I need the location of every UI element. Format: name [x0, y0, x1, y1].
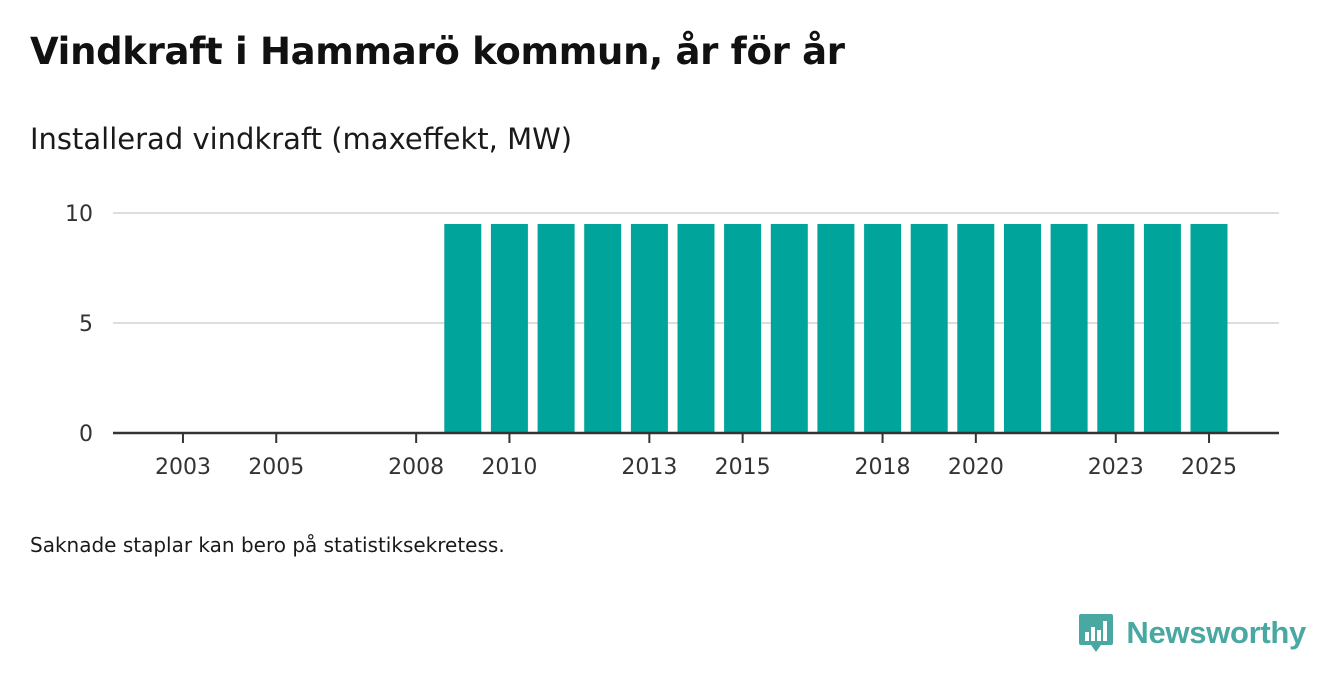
- brand-name: Newsworthy: [1126, 615, 1306, 650]
- y-axis-labels: 0 5 10: [65, 202, 93, 447]
- bar-2022[interactable]: [1050, 224, 1088, 433]
- bars: [444, 224, 1228, 433]
- brand-logo[interactable]: Newsworthy: [1078, 612, 1306, 654]
- x-tick-label: 2018: [855, 455, 911, 480]
- bar-2021[interactable]: [1004, 224, 1041, 433]
- x-tick-label: 2005: [248, 455, 304, 480]
- x-tick-label: 2025: [1181, 455, 1237, 480]
- x-tick-label: 2013: [621, 455, 677, 480]
- bar-2023[interactable]: [1097, 224, 1135, 433]
- x-tick-label: 2010: [481, 455, 537, 480]
- y-tick-label: 10: [65, 202, 93, 227]
- bar-2014[interactable]: [677, 224, 715, 433]
- bar-2020[interactable]: [957, 224, 995, 433]
- bar-2018[interactable]: [864, 224, 902, 433]
- bar-2017[interactable]: [817, 224, 855, 433]
- x-axis: [113, 431, 1279, 443]
- x-axis-labels: 2003 2005 2008 2010 2013 2015 2018 2020 2023 2025: [155, 455, 1237, 480]
- bar-2025[interactable]: [1190, 224, 1228, 433]
- x-tick-label: 2015: [715, 455, 771, 480]
- bar-2015[interactable]: [724, 224, 762, 433]
- bar-2010[interactable]: [490, 224, 528, 433]
- bar-2024[interactable]: [1143, 224, 1181, 433]
- x-tick-label: 2003: [155, 455, 211, 480]
- bar-2012[interactable]: [584, 224, 622, 433]
- bar-2009[interactable]: [444, 224, 482, 433]
- bar-2013[interactable]: [630, 224, 668, 433]
- bar-2016[interactable]: [770, 224, 808, 433]
- y-tick-label: 5: [79, 312, 93, 337]
- bar-2019[interactable]: [910, 224, 948, 433]
- footnote: Saknade staplar kan bero på statistiksek…: [30, 533, 505, 557]
- y-tick-label: 0: [79, 422, 93, 447]
- chart-subtitle: Installerad vindkraft (maxeffekt, MW): [30, 122, 573, 156]
- x-tick-label: 2023: [1088, 455, 1144, 480]
- bar-2011[interactable]: [537, 224, 575, 433]
- x-tick-label: 2008: [388, 455, 444, 480]
- newsworthy-logo-icon: [1079, 614, 1114, 652]
- x-tick-label: 2020: [948, 455, 1004, 480]
- chart-title: Vindkraft i Hammarö kommun, år för år: [30, 30, 845, 73]
